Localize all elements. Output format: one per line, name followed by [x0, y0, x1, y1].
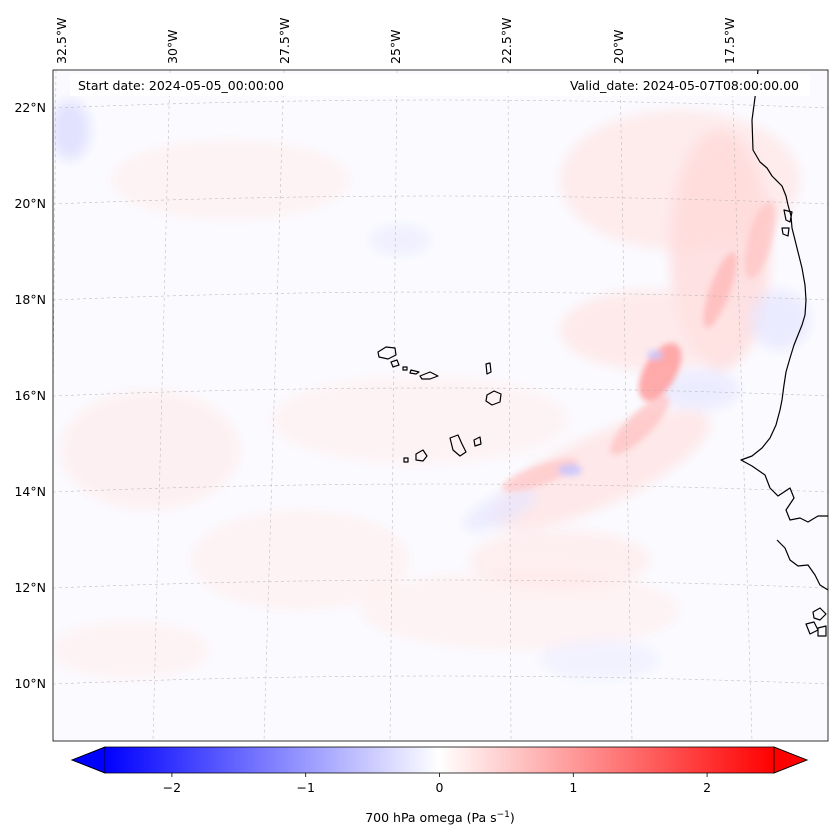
valid-date-text: Valid_date: 2024-05-07T08:00:00.00 [570, 78, 799, 93]
lon-label-17-5w: 17.5°W [722, 18, 737, 64]
african-coastline [740, 70, 828, 637]
island-sal [485, 362, 492, 375]
cape-verde-islands [377, 346, 502, 463]
map-frame [52, 69, 829, 742]
lon-label-27-5w: 27.5°W [277, 18, 292, 64]
info-box [70, 74, 810, 96]
colorbar-body [105, 747, 774, 773]
lat-labels: 22°N 20°N 18°N 16°N 14°N 12°N 10°N [14, 100, 46, 691]
island-sao-nicolau-east [419, 371, 439, 380]
lon-label-20w: 20°W [611, 29, 626, 64]
colorbar-tick-label: −1 [296, 780, 314, 795]
map-panel: Start date: 2024-05-05_00:00:00 Valid_da… [53, 70, 828, 741]
island-brava [403, 457, 409, 463]
omega-field [53, 100, 810, 680]
colorbar-title: 700 hPa omega (Pa s−1) [365, 810, 515, 825]
colorbar-tick-label: 0 [436, 780, 444, 795]
lon-label-25w: 25°W [388, 29, 403, 64]
island-fogo [415, 449, 428, 462]
start-date-text: Start date: 2024-05-05_00:00:00 [78, 78, 284, 93]
graticule [53, 70, 828, 741]
lon-label-22-5w: 22.5°W [499, 18, 514, 64]
island-santo-antao [377, 346, 397, 360]
island-sao-vicente [390, 359, 400, 368]
island-boa-vista [485, 390, 502, 406]
colorbar-tick-label: 2 [703, 780, 711, 795]
colorbar-extend-max [773, 746, 809, 774]
colorbar-tick-label: −2 [163, 780, 181, 795]
island-sao-nicolau [409, 369, 420, 375]
colorbar-extend-min [70, 746, 106, 774]
lon-labels: 32.5°W 30°W 27.5°W 25°W 22.5°W 20°W 17.5… [54, 18, 737, 64]
colorbar-tick-label: 1 [569, 780, 577, 795]
lat-label-16n: 16°N [14, 388, 46, 403]
lat-label-20n: 20°N [14, 196, 46, 211]
lon-label-30w: 30°W [165, 29, 180, 64]
lon-label-32-5w: 32.5°W [54, 18, 69, 64]
lat-label-22n: 22°N [14, 100, 46, 115]
lat-label-12n: 12°N [14, 580, 46, 595]
lat-label-14n: 14°N [14, 484, 46, 499]
colorbar: −2 −1 0 1 2 700 hPa omega (Pa s−1) [70, 746, 809, 825]
island-maio [473, 436, 482, 447]
colorbar-ticks: −2 −1 0 1 2 [163, 773, 711, 795]
lat-label-10n: 10°N [14, 676, 46, 691]
lat-label-18n: 18°N [14, 292, 46, 307]
island-santa-luzia [402, 366, 408, 371]
island-santiago [449, 434, 467, 457]
omega-field-strong [502, 201, 776, 492]
